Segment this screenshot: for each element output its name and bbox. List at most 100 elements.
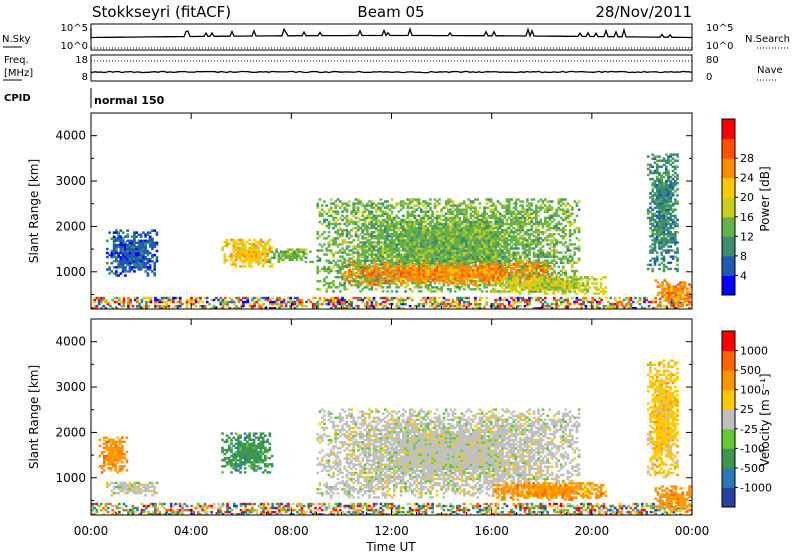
data-cell [429, 273, 432, 276]
data-cell [546, 253, 549, 256]
data-cell [539, 231, 543, 234]
data-cell [325, 259, 329, 262]
data-cell [381, 231, 385, 234]
data-cell [361, 265, 365, 269]
data-cell [117, 255, 120, 259]
data-cell [347, 307, 351, 309]
data-cell [148, 258, 152, 261]
data-cell [447, 288, 450, 291]
data-cell [654, 300, 658, 304]
data-cell [259, 255, 263, 258]
data-cell [338, 243, 342, 246]
data-cell [584, 296, 588, 300]
data-cell [221, 298, 225, 302]
data-cell [126, 264, 129, 267]
data-cell [370, 218, 374, 222]
data-cell [363, 208, 367, 211]
data-cell [507, 302, 511, 306]
data-cell [121, 247, 125, 251]
data-cell [519, 255, 522, 258]
data-cell [467, 206, 471, 209]
noise-left-tick-bottom: 10^0 [61, 41, 88, 52]
data-cell [526, 214, 529, 218]
data-cell [573, 228, 576, 232]
data-cell [541, 206, 545, 209]
data-cell [253, 302, 256, 306]
data-cell [230, 238, 233, 242]
data-cell [444, 226, 448, 230]
data-cell [429, 239, 432, 242]
data-cell [661, 304, 664, 308]
data-cell [487, 231, 491, 234]
data-cell [305, 300, 308, 304]
data-cell [375, 273, 378, 276]
data-cell [311, 296, 315, 300]
data-cell [411, 198, 414, 201]
data-cell [483, 245, 486, 248]
data-cell [658, 304, 662, 308]
data-cell [625, 296, 628, 300]
data-cell [146, 239, 150, 243]
data-cell [368, 271, 372, 274]
data-cell [440, 210, 443, 213]
data-cell [550, 255, 554, 258]
data-cell [327, 267, 331, 271]
data-cell [458, 204, 462, 207]
data-cell [336, 243, 340, 246]
data-cell [591, 307, 594, 309]
data-cell [332, 284, 335, 287]
data-cell [471, 288, 475, 291]
data-cell [332, 216, 335, 220]
data-cell [377, 249, 380, 252]
data-cell [541, 224, 545, 228]
data-cell [323, 253, 326, 256]
data-cell [139, 243, 143, 247]
data-cell [139, 253, 143, 257]
data-cell [553, 259, 556, 262]
data-cell [582, 302, 585, 306]
data-cell [146, 258, 150, 261]
data-cell [544, 265, 547, 269]
data-cell [453, 235, 457, 238]
data-cell [460, 255, 464, 258]
data-cell [413, 220, 416, 224]
data-cell [381, 255, 385, 258]
data-cell [521, 222, 525, 226]
data-cell [406, 243, 410, 246]
data-cell [316, 269, 320, 273]
data-cell [487, 249, 491, 252]
data-cell [418, 269, 421, 272]
data-cell [449, 259, 452, 262]
data-cell [521, 296, 525, 300]
data-cell [402, 281, 405, 284]
data-cell [402, 249, 405, 252]
data-cell [404, 220, 407, 224]
data-cell [449, 212, 452, 216]
data-cell [426, 231, 430, 234]
data-cell [230, 257, 233, 260]
data-cell [295, 256, 299, 260]
data-cell [575, 261, 579, 265]
data-cell [507, 233, 511, 236]
data-cell [616, 302, 619, 306]
data-cell [146, 241, 150, 245]
data-cell [471, 307, 475, 309]
data-cell [190, 298, 193, 302]
data-cell [384, 228, 387, 232]
data-cell [544, 253, 547, 256]
data-cell [417, 304, 421, 308]
data-cell [476, 257, 480, 260]
data-cell [426, 235, 430, 238]
data-cell [140, 307, 144, 309]
data-cell [257, 242, 260, 246]
data-cell [440, 259, 443, 262]
data-cell [451, 235, 455, 238]
data-cell [471, 243, 475, 246]
data-cell [420, 251, 423, 254]
data-cell [431, 237, 434, 240]
data-cell [444, 200, 448, 203]
data-cell [456, 220, 459, 224]
data-cell [370, 288, 374, 291]
data-cell [433, 237, 437, 240]
